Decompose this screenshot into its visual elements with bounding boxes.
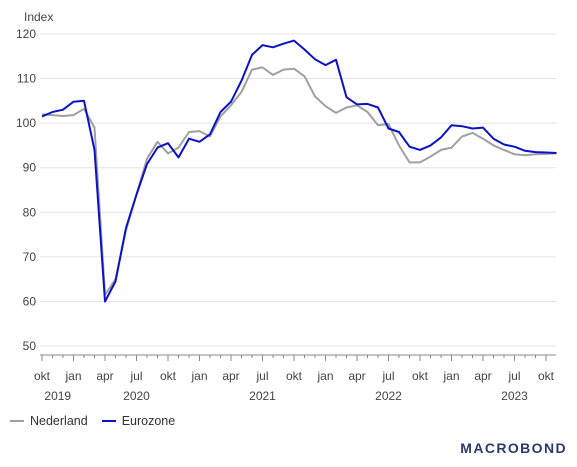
x-year-label-2022: 2022 (375, 389, 402, 403)
x-tick-label-16: okt (538, 369, 555, 383)
series-line-eurozone (41, 39, 557, 303)
brand-logo: MACROBOND (460, 440, 567, 456)
x-tick-label-5: jan (190, 369, 207, 383)
x-tick-label-3: jul (129, 369, 142, 383)
x-tick-label-2: apr (96, 369, 113, 383)
x-tick-label-9: jan (316, 369, 333, 383)
x-tick-label-8: okt (286, 369, 303, 383)
x-tick-label-12: okt (412, 369, 429, 383)
x-year-label-2021: 2021 (249, 389, 276, 403)
x-tick-label-15: jul (507, 369, 520, 383)
legend-swatch-nederland (10, 420, 24, 422)
y-tick-label-100: 100 (16, 116, 36, 130)
x-year-label-2023: 2023 (501, 389, 528, 403)
y-tick-label-70: 70 (23, 250, 37, 264)
x-tick-label-14: apr (474, 369, 491, 383)
legend-item-eurozone[interactable]: Eurozone (101, 414, 176, 428)
legend: Nederland Eurozone (10, 414, 189, 428)
x-tick-label-11: jul (381, 369, 394, 383)
y-tick-label-90: 90 (23, 161, 37, 175)
x-year-label-2020: 2020 (123, 389, 150, 403)
legend-swatch-eurozone (101, 420, 116, 422)
legend-label-nederland: Nederland (30, 414, 88, 428)
x-tick-label-0: okt (34, 369, 51, 383)
y-tick-label-110: 110 (17, 72, 36, 86)
x-tick-label-13: jan (442, 369, 459, 383)
x-tick-label-4: okt (160, 369, 177, 383)
y-tick-label-60: 60 (23, 294, 37, 308)
x-tick-label-6: apr (222, 369, 239, 383)
y-axis-unit-label: Index (24, 10, 53, 24)
x-year-label-2019: 2019 (44, 389, 71, 403)
y-tick-label-80: 80 (23, 205, 37, 219)
x-tick-label-10: apr (348, 369, 365, 383)
y-tick-label-50: 50 (23, 339, 37, 353)
y-tick-label-120: 120 (16, 27, 36, 41)
x-tick-label-7: jul (255, 369, 268, 383)
legend-label-eurozone: Eurozone (121, 414, 176, 428)
x-tick-label-1: jan (64, 369, 81, 383)
legend-item-nederland[interactable]: Nederland (10, 414, 88, 428)
